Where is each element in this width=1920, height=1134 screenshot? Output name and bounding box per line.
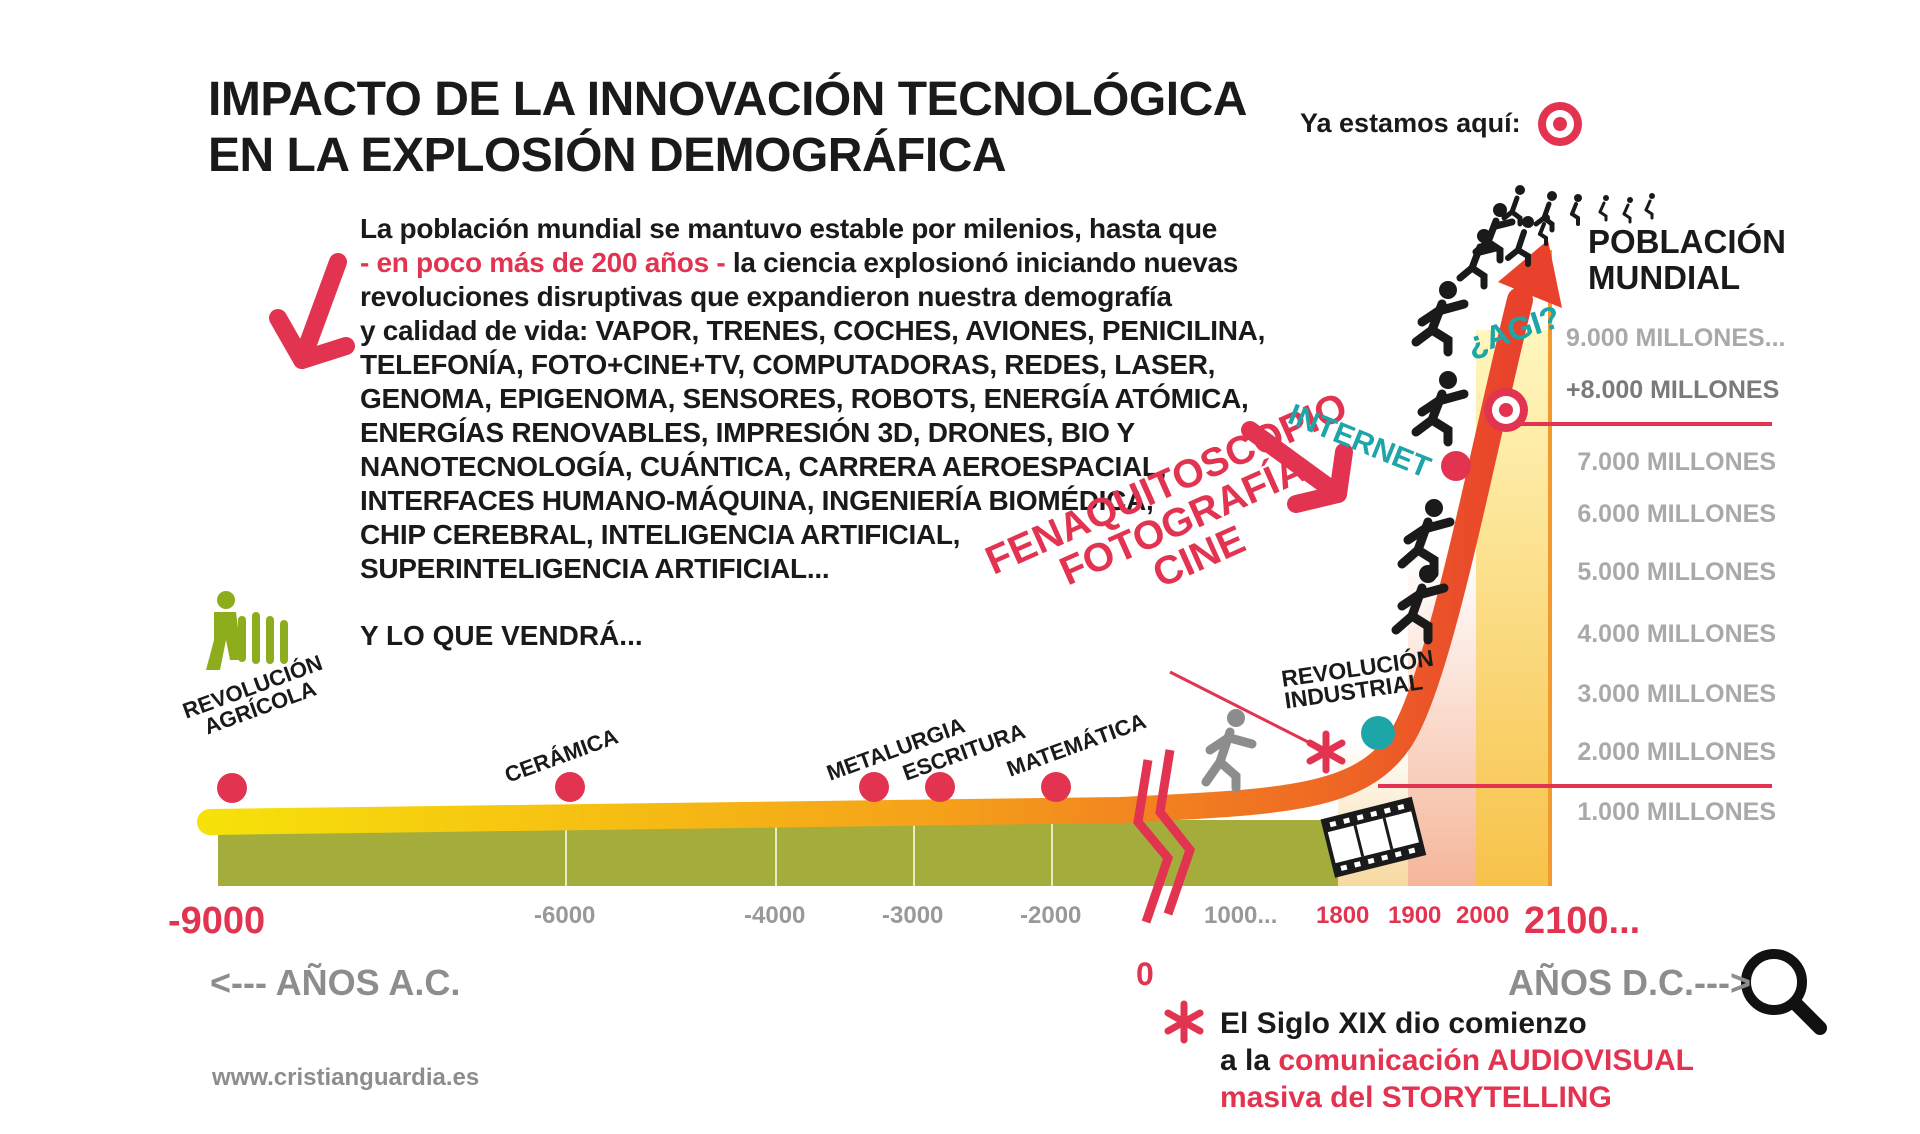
note-highlight: comunicación AUDIOVISUAL <box>1278 1044 1694 1077</box>
population-level: 5.000 MILLONES <box>1577 558 1776 586</box>
intro-line: INTERFACES HUMANO-MÁQUINA, INGENIERÍA BI… <box>360 485 1154 516</box>
intro-line: CHIP CEREBRAL, INTELIGENCIA ARTIFICIAL, <box>360 519 961 550</box>
axis-tick: 1000... <box>1204 902 1278 929</box>
intro-line: TELEFONÍA, FOTO+CINE+TV, COMPUTADORAS, R… <box>360 349 1216 380</box>
axis-tick: 1800 <box>1316 902 1370 929</box>
era-label-bc: <--- AÑOS A.C. <box>210 962 461 1003</box>
intro-line: La población mundial se mantuvo estable … <box>360 213 1218 244</box>
axis-tick: 1900 <box>1388 902 1442 929</box>
population-level: 4.000 MILLONES <box>1577 620 1776 648</box>
runner-icons <box>1391 185 1655 645</box>
asterisk-icon-note <box>1164 1000 1204 1044</box>
closing-text: Y LO QUE VENDRÁ... <box>360 620 643 651</box>
runner-icon <box>1411 281 1469 357</box>
note-line: a la comunicación AUDIOVISUAL <box>1220 1042 1694 1079</box>
population-title-line: MUNDIAL <box>1588 259 1741 296</box>
magnifier-icon <box>1741 949 1827 1035</box>
film-strip-icon <box>1320 796 1427 878</box>
runner-icon <box>1644 193 1655 220</box>
ground-dividers <box>565 820 1053 886</box>
runner-icon <box>1598 195 1609 222</box>
dot-agricola <box>217 773 247 803</box>
runner-icon <box>1622 197 1633 224</box>
asterisk-icon <box>1306 730 1346 774</box>
axis-tick: -6000 <box>534 902 596 929</box>
note-line: masiva del STORYTELLING <box>1220 1081 1612 1114</box>
runner-icon <box>1472 203 1516 264</box>
axis-tick: -4000 <box>744 902 806 929</box>
population-level: 9.000 MILLONES... <box>1566 324 1786 352</box>
runner-icon <box>1501 185 1525 227</box>
growth-curve <box>197 287 1533 835</box>
intro-line: y calidad de vida: VAPOR, TRENES, COCHES… <box>360 315 1266 346</box>
population-level: 7.000 MILLONES <box>1577 448 1776 476</box>
dot-internet <box>1441 451 1471 481</box>
runner-icon <box>1533 191 1557 233</box>
runner-icon <box>1505 216 1534 267</box>
population-level: 2.000 MILLONES <box>1577 738 1776 766</box>
intro-line: revoluciones disruptivas que expandieron… <box>360 281 1172 312</box>
intro-line: SUPERINTELIGENCIA ARTIFICIAL... <box>360 553 830 584</box>
axis-break-icon <box>1133 749 1196 924</box>
intro-line: NANOTECNOLOGÍA, CUÁNTICA, CARRERA AEROES… <box>360 451 1167 482</box>
runner-icon <box>1411 371 1469 447</box>
intro-text: La población mundial se mantuvo estable … <box>360 212 1265 586</box>
page-title: IMPACTO DE LA INNOVACIÓN TECNOLÓGICA EN … <box>208 72 1247 184</box>
target-icon-curve <box>1484 388 1528 432</box>
farmer-icon <box>206 591 288 670</box>
axis-tick: -2000 <box>1020 902 1082 929</box>
intro-line: ENERGÍAS RENOVABLES, IMPRESIÓN 3D, DRONE… <box>360 417 1135 448</box>
target-icon-here <box>1538 102 1582 146</box>
title-line: IMPACTO DE LA INNOVACIÓN TECNOLÓGICA <box>208 73 1247 126</box>
intro-line-rest: la ciencia explosionó iniciando nuevas <box>725 247 1239 278</box>
arrow-icon-left <box>269 253 355 369</box>
runner-icon <box>1538 214 1550 246</box>
band-2100 <box>1548 250 1552 886</box>
population-level: 6.000 MILLONES <box>1577 500 1776 528</box>
dot-ceramica <box>555 772 585 802</box>
runner-icon <box>1391 565 1449 645</box>
axis-start: -9000 <box>168 900 266 942</box>
audiovisual-note: El Siglo XIX dio comienzo a la comunicac… <box>1220 1005 1694 1116</box>
arrow-icon-internet <box>1241 421 1353 513</box>
dot-industrial <box>1361 716 1395 750</box>
here-label: Ya estamos aquí: <box>1300 108 1521 138</box>
runner-icon <box>1397 499 1455 579</box>
dot-metalurgia <box>859 772 889 802</box>
fena-pointer <box>1169 670 1315 747</box>
title-line: EN LA EXPLOSIÓN DEMOGRÁFICA <box>208 129 1007 182</box>
population-title: POBLACIÓN MUNDIAL <box>1588 224 1786 296</box>
axis-zero: 0 <box>1136 956 1154 992</box>
population-level: 3.000 MILLONES <box>1577 680 1776 708</box>
intro-line: GENOMA, EPIGENOMA, SENSORES, ROBOTS, ENE… <box>360 383 1249 414</box>
axis-tick: -3000 <box>882 902 944 929</box>
axis-end: 2100... <box>1524 900 1641 942</box>
dot-escritura <box>925 772 955 802</box>
note-line: El Siglo XIX dio comienzo <box>1220 1007 1587 1040</box>
event-dots <box>217 451 1471 803</box>
population-title-line: POBLACIÓN <box>1588 223 1786 260</box>
era-label-ad: AÑOS D.C.---> <box>1508 962 1751 1003</box>
runner-icon <box>1570 194 1582 226</box>
note-part: a la <box>1220 1044 1279 1077</box>
population-level: 1.000 MILLONES <box>1577 798 1776 826</box>
runner-icon-grey <box>1201 709 1257 793</box>
curve-arrowhead <box>1498 240 1562 308</box>
website-link[interactable]: www.cristianguardia.es <box>212 1064 480 1091</box>
intro-line: - en poco más de 200 años - la ciencia e… <box>360 246 1265 280</box>
intro-highlight: - en poco más de 200 años - <box>360 247 726 278</box>
population-level: +8.000 MILLONES <box>1566 376 1780 404</box>
axis-tick: 2000 <box>1456 902 1510 929</box>
dot-matematica <box>1041 772 1071 802</box>
